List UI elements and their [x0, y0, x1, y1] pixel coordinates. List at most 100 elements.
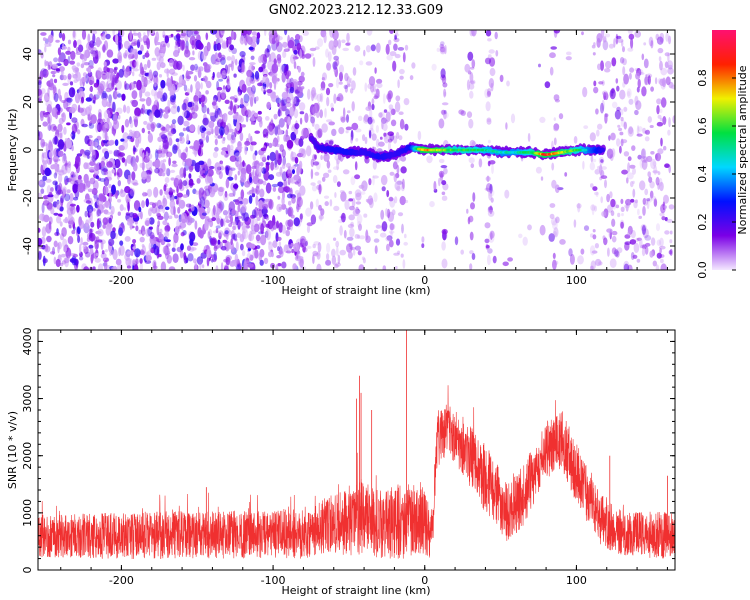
noise-blob: [394, 181, 401, 191]
noise-blob: [215, 225, 221, 229]
noise-blob: [330, 102, 334, 109]
noise-blob: [325, 259, 332, 266]
noise-blob: [270, 221, 275, 232]
noise-blob: [331, 128, 337, 137]
noise-blob: [590, 260, 596, 270]
noise-blob: [293, 108, 299, 119]
spectrogram-x-tick-label: 0: [421, 274, 428, 287]
noise-blob: [397, 250, 401, 255]
noise-blob: [57, 242, 60, 254]
noise-blob: [270, 94, 276, 99]
noise-blob: [488, 190, 493, 201]
noise-blob: [659, 60, 663, 71]
noise-blob: [234, 199, 240, 206]
noise-blob: [214, 185, 219, 190]
noise-blob: [97, 228, 104, 237]
noise-blob: [168, 266, 176, 270]
noise-blob: [111, 184, 116, 195]
noise-blob: [141, 84, 146, 94]
noise-blob: [656, 105, 660, 115]
noise-blob: [618, 127, 623, 132]
noise-blob: [630, 37, 634, 49]
noise-blob: [42, 121, 48, 127]
noise-blob: [285, 129, 289, 137]
noise-blob: [212, 71, 215, 79]
noise-blob: [124, 252, 130, 261]
noise-blob: [194, 63, 199, 71]
noise-blob: [296, 196, 303, 208]
noise-blob: [388, 239, 394, 248]
noise-blob: [388, 230, 395, 234]
noise-blob: [70, 205, 76, 215]
noise-blob: [505, 122, 508, 130]
noise-blob: [664, 164, 671, 168]
noise-blob: [553, 137, 557, 146]
noise-blob: [488, 160, 496, 165]
noise-blob: [440, 165, 448, 169]
noise-blob: [439, 172, 444, 182]
noise-blob: [134, 59, 139, 69]
noise-blob: [326, 160, 331, 169]
noise-blob: [441, 191, 446, 196]
noise-blob: [178, 199, 186, 209]
noise-blob: [82, 241, 89, 246]
noise-blob: [64, 257, 69, 268]
noise-blob: [216, 91, 222, 103]
noise-blob: [53, 92, 59, 103]
noise-blob: [60, 195, 65, 204]
noise-blob: [108, 94, 112, 103]
noise-blob: [68, 87, 76, 98]
noise-blob: [249, 243, 256, 249]
spectrogram-y-axis-label: Frequency (Hz): [6, 109, 19, 192]
noise-blob: [171, 80, 176, 85]
noise-blob: [108, 150, 113, 155]
noise-blob: [71, 103, 78, 112]
snr-y-axis-label: SNR (10 * v/v): [6, 411, 19, 489]
noise-blob: [275, 171, 282, 177]
noise-blob: [286, 188, 292, 193]
noise-blob: [275, 97, 281, 104]
noise-blob: [61, 46, 67, 50]
noise-blob: [72, 253, 78, 258]
noise-blob: [132, 32, 139, 36]
noise-blob: [411, 62, 416, 69]
noise-blob: [249, 176, 253, 183]
noise-blob: [576, 203, 582, 209]
noise-blob: [50, 251, 56, 255]
noise-blob: [198, 160, 205, 165]
noise-blob: [157, 136, 163, 143]
noise-blob: [379, 232, 387, 238]
noise-blob: [298, 75, 305, 83]
noise-blob: [484, 238, 490, 244]
noise-blob: [330, 107, 335, 112]
noise-blob: [627, 172, 634, 180]
noise-blob: [84, 135, 90, 145]
noise-blob: [389, 51, 397, 57]
noise-blob: [404, 123, 409, 131]
noise-blob: [485, 243, 489, 250]
noise-blob: [43, 70, 49, 75]
noise-blob: [261, 156, 267, 163]
noise-blob: [220, 161, 224, 172]
noise-blob: [290, 54, 296, 64]
noise-blob: [237, 91, 241, 97]
noise-blob: [269, 82, 273, 89]
noise-blob: [118, 145, 125, 151]
noise-blob: [271, 183, 279, 188]
noise-blob: [118, 227, 123, 237]
noise-blob: [53, 125, 57, 131]
noise-blob: [634, 30, 641, 38]
noise-blob: [277, 263, 282, 267]
noise-blob: [642, 198, 646, 204]
noise-blob: [604, 179, 607, 189]
noise-blob: [293, 217, 300, 227]
noise-blob: [649, 125, 654, 128]
noise-blob: [443, 111, 449, 119]
noise-blob: [564, 172, 568, 177]
noise-blob: [184, 33, 189, 42]
noise-blob: [67, 55, 71, 64]
noise-blob: [644, 74, 648, 85]
noise-blob: [654, 77, 658, 85]
noise-blob: [254, 70, 260, 80]
noise-blob: [67, 256, 71, 260]
